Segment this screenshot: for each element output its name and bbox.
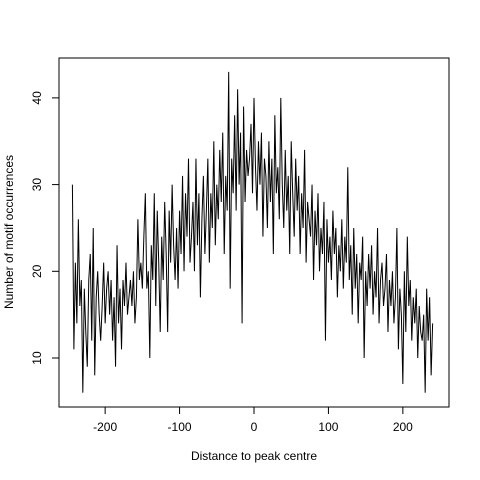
x-axis-label: Distance to peak centre bbox=[191, 449, 317, 463]
x-tick-label: -200 bbox=[93, 420, 117, 434]
y-tick-label: 40 bbox=[30, 91, 44, 105]
y-axis-label: Number of motif occurrences bbox=[2, 155, 16, 309]
x-tick-label: 0 bbox=[251, 420, 258, 434]
y-tick-label: 20 bbox=[30, 264, 44, 278]
x-tick-label: 200 bbox=[393, 420, 413, 434]
x-tick-label: -100 bbox=[168, 420, 192, 434]
y-tick-label: 10 bbox=[30, 351, 44, 365]
x-tick-label: 100 bbox=[318, 420, 338, 434]
y-tick-label: 30 bbox=[30, 178, 44, 192]
data-line bbox=[71, 71, 434, 393]
